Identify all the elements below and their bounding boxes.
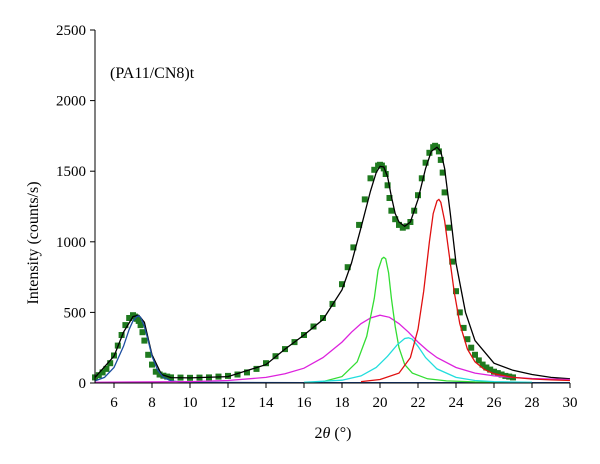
data-point bbox=[95, 372, 102, 379]
series-4-line bbox=[322, 256, 514, 383]
x-tick-label: 16 bbox=[297, 395, 313, 411]
data-point bbox=[263, 360, 269, 367]
x-tick-label: 30 bbox=[563, 395, 578, 411]
x-tick-label: 24 bbox=[449, 395, 465, 411]
data-point bbox=[244, 369, 250, 376]
series-1-line bbox=[94, 146, 571, 380]
x-tick-label: 22 bbox=[411, 395, 426, 411]
x-tick-label: 26 bbox=[487, 395, 503, 411]
data-point bbox=[152, 368, 159, 375]
data-point bbox=[487, 366, 494, 373]
data-point bbox=[468, 344, 475, 351]
series-5-line bbox=[303, 337, 533, 383]
data-point bbox=[371, 166, 378, 173]
data-point bbox=[320, 315, 326, 321]
data-point bbox=[139, 329, 146, 336]
data-point bbox=[399, 224, 406, 231]
series-0-points bbox=[92, 142, 516, 381]
data-point bbox=[344, 264, 351, 271]
x-tick-label: 8 bbox=[148, 395, 156, 411]
chart-annotation: (PA11/CN8)t bbox=[110, 65, 195, 82]
data-point bbox=[126, 315, 133, 321]
data-point bbox=[441, 189, 448, 196]
data-point bbox=[498, 371, 505, 378]
data-point bbox=[422, 159, 429, 166]
data-point bbox=[439, 169, 446, 176]
y-axis-label: Intensity (counts/s) bbox=[25, 181, 42, 304]
data-point bbox=[99, 369, 106, 376]
data-point bbox=[479, 361, 486, 368]
y-tick-label: 2500 bbox=[56, 23, 86, 39]
x-tick-label: 20 bbox=[373, 395, 388, 411]
x-axis-label: 2θ (°) bbox=[315, 425, 352, 442]
data-point bbox=[435, 148, 442, 155]
data-point bbox=[491, 368, 497, 375]
y-tick-label: 0 bbox=[79, 376, 87, 392]
series-layer bbox=[92, 142, 571, 384]
data-point bbox=[118, 332, 125, 338]
data-point bbox=[475, 357, 482, 364]
y-tick-label: 1000 bbox=[56, 235, 86, 251]
data-point bbox=[464, 336, 471, 343]
data-point bbox=[156, 371, 163, 378]
x-axis-label-unit: (°) bbox=[330, 425, 351, 442]
data-point bbox=[472, 351, 478, 358]
data-point bbox=[426, 149, 433, 156]
data-point bbox=[483, 364, 490, 371]
data-point bbox=[384, 182, 391, 189]
data-point bbox=[494, 370, 501, 377]
x-tick-label: 18 bbox=[335, 395, 350, 411]
data-point bbox=[145, 351, 152, 358]
data-point bbox=[449, 258, 456, 265]
data-point bbox=[149, 361, 155, 368]
y-tick-label: 2000 bbox=[56, 94, 86, 110]
x-tick-label: 28 bbox=[525, 395, 540, 411]
x-axis-label-symbol: θ bbox=[323, 425, 331, 442]
data-point bbox=[388, 207, 395, 214]
data-point bbox=[234, 371, 241, 378]
data-point bbox=[350, 244, 357, 251]
data-point bbox=[137, 322, 144, 329]
data-point bbox=[122, 322, 129, 329]
data-point bbox=[392, 216, 399, 223]
data-point bbox=[382, 171, 389, 177]
data-point bbox=[141, 337, 148, 344]
data-point bbox=[445, 224, 452, 231]
data-point bbox=[367, 175, 374, 182]
data-point bbox=[453, 288, 459, 295]
data-point bbox=[107, 360, 114, 367]
data-point bbox=[456, 309, 463, 316]
data-point bbox=[418, 175, 425, 182]
data-point bbox=[396, 221, 402, 228]
data-point bbox=[460, 324, 467, 331]
data-point bbox=[415, 192, 421, 199]
data-point bbox=[103, 365, 110, 372]
x-tick-label: 10 bbox=[183, 395, 198, 411]
x-tick-label: 12 bbox=[221, 395, 236, 411]
x-tick-label: 14 bbox=[259, 395, 275, 411]
data-point bbox=[386, 195, 393, 201]
series-3-line bbox=[94, 314, 571, 383]
data-point bbox=[253, 365, 260, 372]
data-point bbox=[339, 281, 345, 288]
data-point bbox=[135, 317, 142, 324]
data-point bbox=[225, 372, 231, 379]
data-point bbox=[403, 223, 410, 230]
series-6-line bbox=[360, 198, 571, 383]
x-tick-label: 6 bbox=[110, 395, 118, 411]
data-point bbox=[437, 156, 444, 163]
y-tick-label: 500 bbox=[64, 305, 87, 321]
axes-layer: 0 500 1000 1500 2000 2500 6 8 10 12 14 16 18 20 22 24 26… bbox=[56, 23, 578, 411]
x-axis-label-prefix: 2 bbox=[315, 425, 323, 442]
y-tick-label: 1500 bbox=[56, 164, 86, 180]
data-point bbox=[356, 221, 363, 228]
data-point bbox=[361, 196, 368, 203]
